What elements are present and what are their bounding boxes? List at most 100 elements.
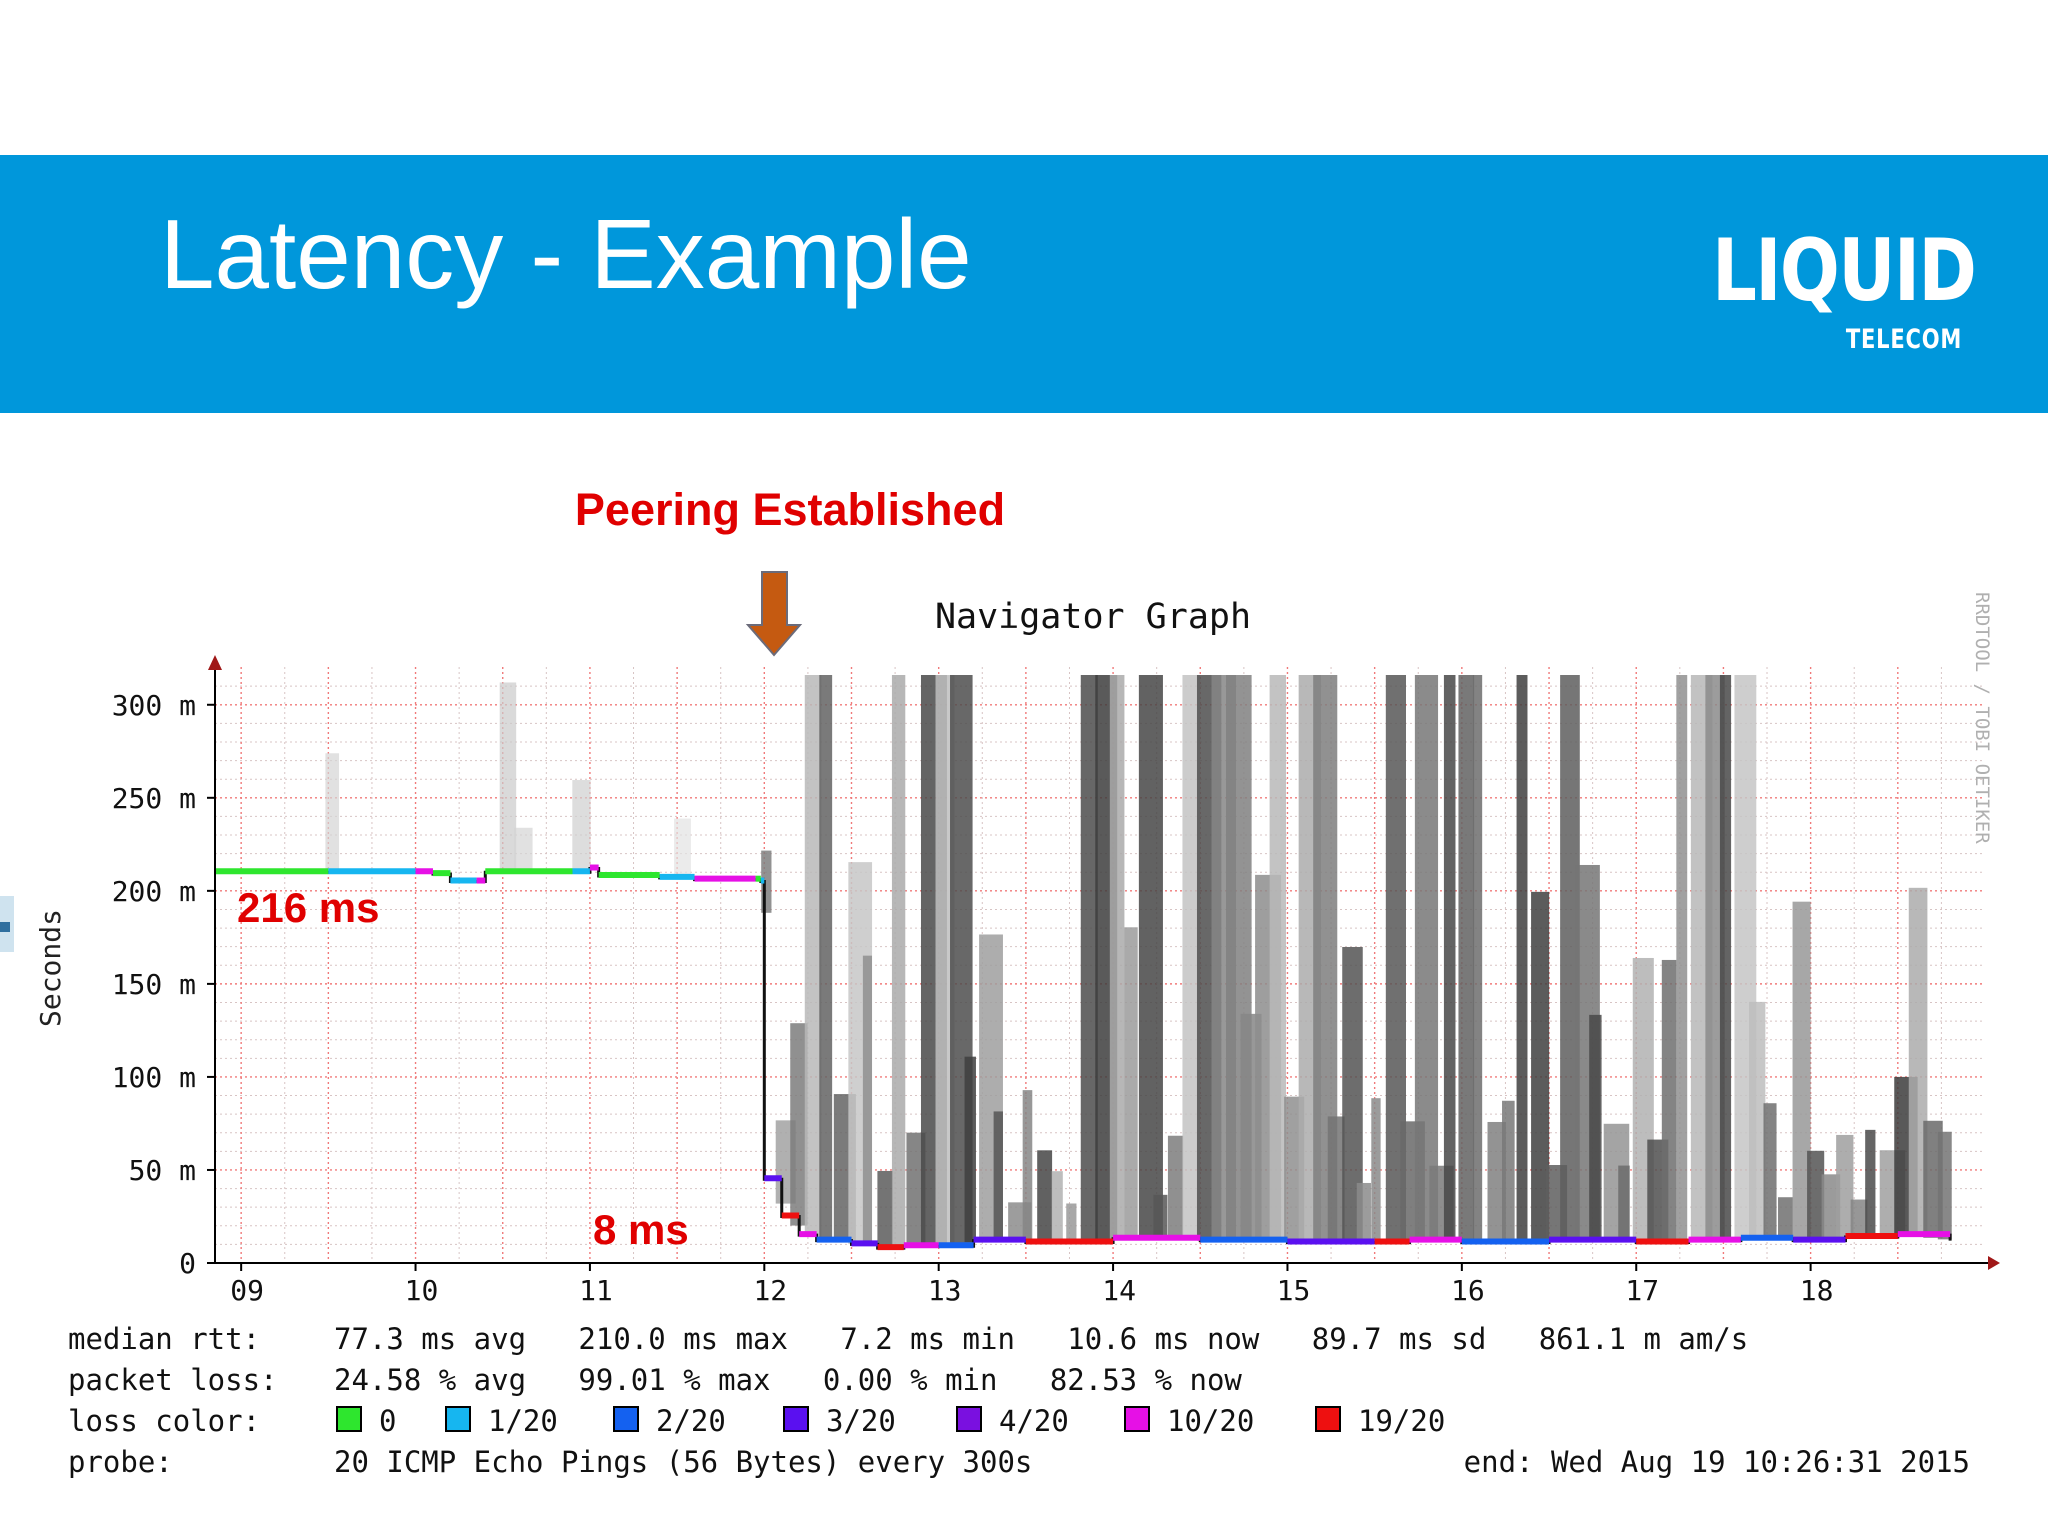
latency-spread-bar <box>1414 675 1439 1241</box>
liquid-telecom-logo: LIQUID TELECOM <box>1712 228 1977 358</box>
latency-spread-bar <box>1865 1129 1876 1237</box>
y-axis-label: Seconds <box>34 909 67 1027</box>
stat-rtt-values: 77.3 ms avg 210.0 ms max 7.2 ms min 10.6… <box>334 1322 1748 1356</box>
latency-spread-bar <box>1037 1150 1053 1243</box>
probe-label: probe: <box>68 1445 173 1479</box>
stat-loss-values: 24.58 % avg 99.01 % max 0.00 % min 82.53… <box>334 1363 1242 1397</box>
latency-spread-bar <box>1807 1150 1825 1240</box>
logo-subtitle: TELECOM <box>1845 324 1962 355</box>
probe-description: 20 ICMP Echo Pings (56 Bytes) every 300s <box>334 1445 1032 1479</box>
y-tick-label: 200 m <box>112 875 196 908</box>
rrdtool-watermark: RRDTOOL / TOBI OETIKER <box>1971 592 1993 844</box>
latency-spread-bar <box>325 753 340 873</box>
peering-arrow-icon <box>745 571 803 657</box>
chart-title: Navigator Graph <box>935 597 1251 637</box>
latency-spread-bar <box>1516 675 1528 1242</box>
latency-spread-bar <box>1472 675 1483 1243</box>
loss-color-swatch <box>613 1406 639 1432</box>
latency-spread-bar <box>1269 675 1286 1243</box>
latency-spread-bar <box>964 1056 976 1243</box>
latency-spread-bar <box>1719 675 1732 1240</box>
latency-spread-bar <box>1066 1203 1077 1241</box>
median-rtt-series <box>215 864 1952 1251</box>
x-tick-label: 16 <box>1451 1274 1485 1307</box>
loss-color-value: 0 <box>379 1404 396 1438</box>
x-tick-label: 12 <box>753 1274 787 1307</box>
latency-spread-bar <box>1167 1135 1184 1240</box>
loss-color-value: 4/20 <box>999 1404 1069 1438</box>
latency-spread-bar <box>572 780 591 873</box>
latency-spread-bar <box>1531 891 1550 1242</box>
loss-color-swatch <box>445 1406 471 1432</box>
loss-color-value: 2/20 <box>656 1404 726 1438</box>
latency-spread-bar <box>1748 1001 1766 1240</box>
latency-spread-bar <box>499 682 517 873</box>
latency-spread-bar <box>1908 887 1928 1237</box>
latency-spread-bar <box>993 1111 1003 1242</box>
x-tick-label: 14 <box>1102 1274 1136 1307</box>
latency-spread-bar <box>906 1132 926 1247</box>
latency-spread-bar <box>1937 1131 1952 1240</box>
latency-spread-bar <box>935 675 955 1247</box>
latency-spread-bar <box>1327 1116 1345 1243</box>
latency-smoke <box>325 675 1952 1249</box>
loss-color-value: 3/20 <box>826 1404 896 1438</box>
loss-color-swatch <box>956 1406 982 1432</box>
latency-spread-bar <box>674 818 691 879</box>
latency-spread-bar <box>1342 946 1363 1243</box>
latency-spread-bar <box>1443 675 1456 1242</box>
latency-spread-bar <box>1022 1090 1033 1243</box>
loss-color-legend: 0 1/20 2/20 3/20 4/20 10/20 19/20 <box>336 1404 1445 1438</box>
latency-spread-bar <box>891 675 906 1248</box>
slide-title: Latency - Example <box>160 199 972 309</box>
stat-loss-label: packet loss: <box>68 1363 278 1397</box>
y-tick-label: 0 <box>179 1247 196 1280</box>
peering-established-label: Peering Established <box>575 484 1005 535</box>
latency-spread-bar <box>1778 1197 1793 1241</box>
chart-axes <box>208 655 2000 1270</box>
latency-spread-bar <box>1385 675 1406 1242</box>
x-tick-labels: 09 10 11 12 13 14 15 16 17 18 <box>230 1263 1833 1307</box>
graph-end-time: end: Wed Aug 19 10:26:31 2015 <box>1464 1445 1970 1479</box>
loss-color-swatch <box>1315 1406 1341 1432</box>
loss-color-swatch <box>336 1406 362 1432</box>
latency-spread-bar <box>1792 901 1811 1241</box>
loss-color-swatch <box>1124 1406 1150 1432</box>
latency-spread-bar <box>1153 1194 1168 1240</box>
x-tick-label: 10 <box>405 1274 439 1307</box>
y-tick-label: 150 m <box>112 968 196 1001</box>
slide-edge-tab <box>0 896 14 952</box>
latency-spread-bar <box>1109 675 1125 1239</box>
y-tick-labels: 0 50 m 100 m 150 m 200 m 250 m 300 m <box>112 689 215 1280</box>
latency-spread-bar <box>862 955 873 1247</box>
x-tick-label: 09 <box>230 1274 264 1307</box>
x-tick-label: 18 <box>1800 1274 1834 1307</box>
y-tick-label: 100 m <box>112 1061 196 1094</box>
loss-color-value: 19/20 <box>1358 1404 1445 1438</box>
latency-spread-bar <box>1051 1171 1063 1242</box>
loss-color-label: loss color: <box>68 1404 260 1438</box>
latency-spread-bar <box>790 1023 808 1226</box>
loss-color-value: 10/20 <box>1167 1404 1254 1438</box>
y-tick-label: 50 m <box>129 1154 196 1187</box>
latency-spread-bar <box>1138 675 1163 1240</box>
before-latency-label: 216 ms <box>237 884 379 931</box>
latency-spread-bar <box>1589 1014 1602 1242</box>
latency-spread-bar <box>1371 1098 1381 1243</box>
x-tick-label: 11 <box>579 1274 613 1307</box>
y-tick-label: 300 m <box>112 689 196 722</box>
latency-spread-bar <box>1850 1199 1868 1237</box>
loss-color-value: 1/20 <box>488 1404 558 1438</box>
x-tick-label: 15 <box>1277 1274 1311 1307</box>
latency-spread-bar <box>1356 1182 1371 1243</box>
latency-spread-bar <box>877 1170 893 1249</box>
latency-spread-bar <box>1705 675 1725 1241</box>
y-tick-label: 250 m <box>112 782 196 815</box>
latency-spread-bar <box>1487 1121 1506 1242</box>
latency-spread-bar <box>1763 1103 1777 1240</box>
title-banner <box>0 155 2048 413</box>
latency-spread-bar <box>1821 1174 1841 1239</box>
latency-spread-bar <box>1618 1165 1630 1243</box>
stat-rtt-label: median rtt: <box>68 1322 260 1356</box>
